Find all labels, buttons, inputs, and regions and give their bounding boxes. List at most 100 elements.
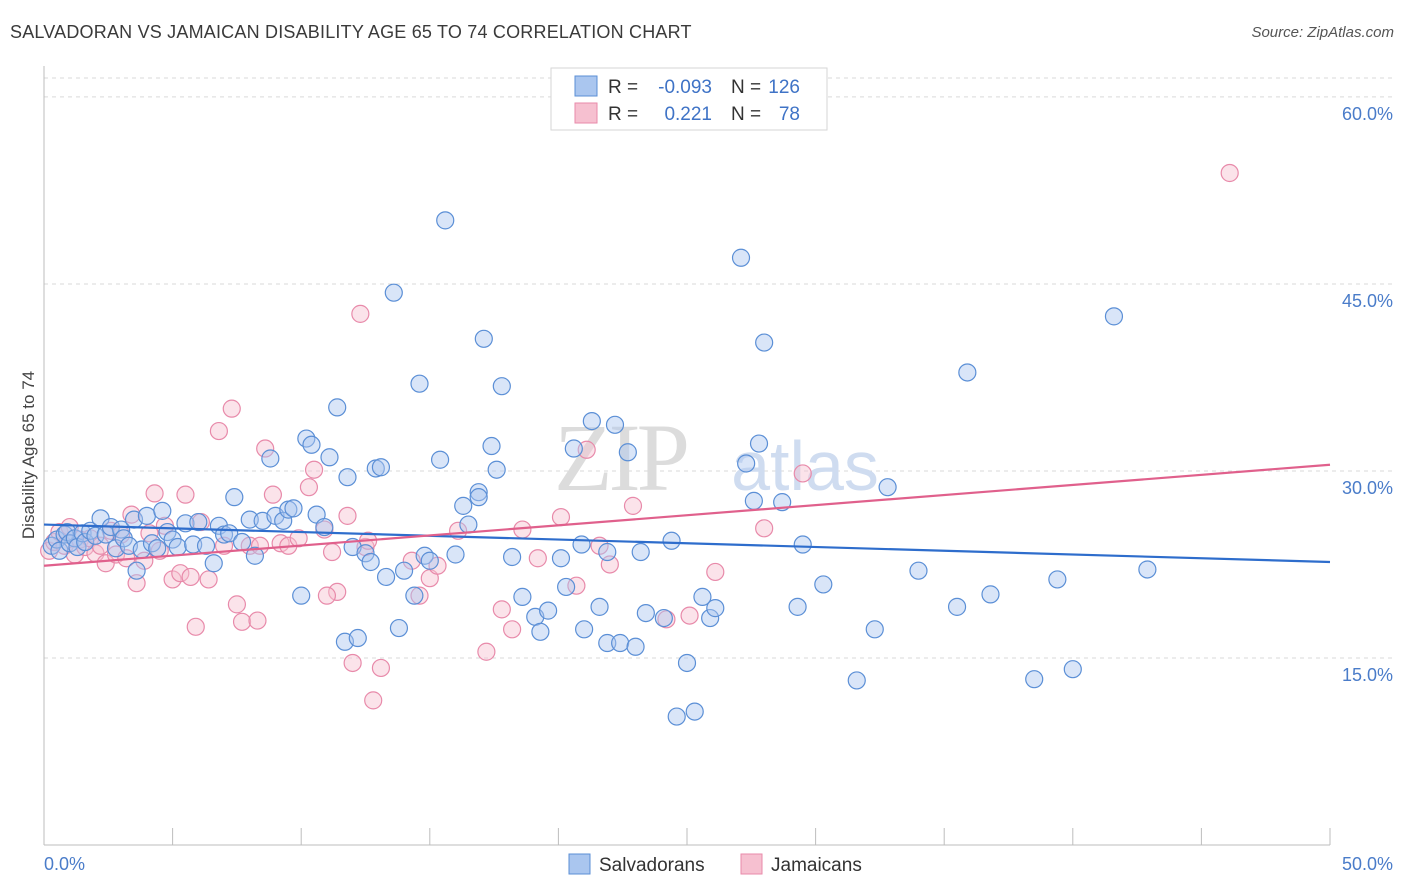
salvadoran-point bbox=[981, 585, 1000, 604]
salvadoran-point bbox=[1063, 660, 1082, 679]
salvadoran-point bbox=[137, 506, 156, 525]
salvadoran-point bbox=[446, 545, 465, 564]
salvadoran-point bbox=[430, 450, 450, 469]
salvadoran-point bbox=[598, 542, 617, 562]
salvadoran-point bbox=[384, 283, 403, 302]
jamaican-point bbox=[222, 399, 241, 418]
salvadoran-point bbox=[389, 618, 409, 638]
y-tick-label: 30.0% bbox=[1342, 478, 1393, 498]
salvadoran-point bbox=[168, 537, 187, 557]
jamaican-point bbox=[492, 600, 511, 619]
jamaican-point bbox=[680, 606, 699, 625]
salvadoran-point bbox=[749, 434, 769, 453]
salvadoran-point bbox=[909, 561, 928, 580]
jamaican-point bbox=[186, 617, 205, 636]
salvadoran-point bbox=[204, 554, 223, 573]
series-legend: Salvadorans Jamaicans bbox=[568, 853, 862, 876]
salvadoran-point bbox=[793, 535, 812, 554]
source-label: Source: ZipAtlas.com bbox=[1251, 24, 1394, 41]
salvadoran-point bbox=[731, 248, 751, 267]
bottom-legend-jamaicans: Jamaicans bbox=[771, 855, 862, 876]
jamaican-point bbox=[322, 542, 342, 562]
jamaican-point bbox=[248, 611, 267, 630]
salvadoran-point bbox=[459, 515, 478, 534]
legend-swatch-jamaicans bbox=[574, 102, 598, 124]
jamaican-point bbox=[145, 484, 164, 503]
salvadoran-point bbox=[148, 539, 167, 558]
salvadoran-point bbox=[410, 374, 429, 393]
jamaican-point bbox=[448, 521, 468, 540]
salvadoran-point bbox=[261, 449, 280, 468]
salvadoran-point bbox=[605, 415, 625, 434]
salvadoran-point bbox=[1104, 307, 1124, 326]
salvadoran-point bbox=[492, 377, 511, 396]
salvadoran-point bbox=[415, 546, 434, 565]
legend-n-label: N = bbox=[731, 104, 761, 125]
jamaican-point bbox=[528, 549, 547, 568]
salvadoran-point bbox=[328, 398, 347, 417]
jamaican-point bbox=[364, 691, 383, 710]
salvadoran-point bbox=[232, 532, 252, 552]
jamaican-point bbox=[176, 485, 195, 504]
salvadoran-point bbox=[189, 512, 208, 532]
salvadoran-point bbox=[1138, 560, 1157, 579]
salvadoran-point bbox=[245, 546, 265, 565]
jamaican-point bbox=[755, 519, 774, 538]
bottom-legend-swatch-jamaicans bbox=[740, 853, 763, 875]
salvadoran-point bbox=[361, 552, 380, 572]
salvadoran-point bbox=[376, 567, 396, 587]
jamaican-point bbox=[1220, 163, 1239, 183]
jamaican-point bbox=[181, 567, 200, 587]
salvadoran-point bbox=[1025, 670, 1044, 689]
legend-r-label: R = bbox=[608, 104, 638, 125]
salvadoran-point bbox=[590, 597, 609, 616]
jamaican-point bbox=[232, 612, 252, 631]
salvadoran-point bbox=[667, 707, 686, 726]
salvadoran-point bbox=[636, 603, 655, 623]
legend-n-value: 126 bbox=[768, 77, 800, 98]
legend-r-label: R = bbox=[608, 77, 638, 98]
x-tick-label: 0.0% bbox=[44, 854, 85, 874]
salvadoran-point bbox=[737, 454, 756, 473]
y-tick-label: 45.0% bbox=[1342, 291, 1393, 311]
correlation-legend: R = -0.093 N = 126 R = 0.221 N = 78 bbox=[550, 67, 828, 131]
salvadoran-point bbox=[662, 531, 681, 550]
salvadoran-point bbox=[292, 586, 311, 605]
jamaican-point bbox=[577, 440, 596, 459]
salvadoran-point bbox=[50, 541, 69, 560]
watermark: ZIP atlas bbox=[554, 404, 879, 511]
salvadoran-point bbox=[677, 653, 697, 673]
jamaican-point bbox=[171, 564, 190, 583]
jamaican-point bbox=[304, 460, 324, 479]
jamaican-point bbox=[199, 570, 218, 589]
salvadorans-trend-line bbox=[43, 523, 1331, 564]
watermark-zip: ZIP bbox=[554, 404, 687, 511]
bottom-legend-swatch-salvadorans bbox=[568, 853, 591, 875]
jamaican-point bbox=[793, 464, 812, 483]
jamaican-point bbox=[227, 595, 246, 614]
salvadoran-point bbox=[436, 211, 455, 230]
salvadoran-point bbox=[958, 363, 977, 382]
jamaican-point bbox=[91, 536, 110, 555]
jamaican-point bbox=[150, 541, 169, 560]
salvadoran-point bbox=[878, 478, 897, 497]
trend-lines bbox=[43, 463, 1331, 567]
legend-n-value: 78 bbox=[779, 104, 800, 125]
salvadoran-point bbox=[405, 586, 424, 605]
salvadoran-point bbox=[631, 542, 650, 562]
jamaican-point bbox=[551, 507, 571, 527]
legend-n-label: N = bbox=[731, 77, 761, 98]
legend-swatch-salvadorans bbox=[574, 75, 598, 97]
y-tick-label: 15.0% bbox=[1342, 665, 1393, 685]
y-axis-label: Disability Age 65 to 74 bbox=[19, 371, 38, 539]
axes bbox=[43, 66, 1331, 846]
salvadoran-point bbox=[531, 622, 550, 641]
salvadoran-point bbox=[338, 468, 357, 487]
salvadoran-point bbox=[865, 620, 884, 639]
salvadoran-point bbox=[503, 547, 522, 567]
salvadoran-point bbox=[302, 435, 321, 454]
salvadoran-point bbox=[513, 587, 532, 606]
salvadoran-point bbox=[356, 544, 375, 563]
salvadoran-point bbox=[284, 499, 303, 518]
salvadoran-point bbox=[469, 488, 488, 507]
